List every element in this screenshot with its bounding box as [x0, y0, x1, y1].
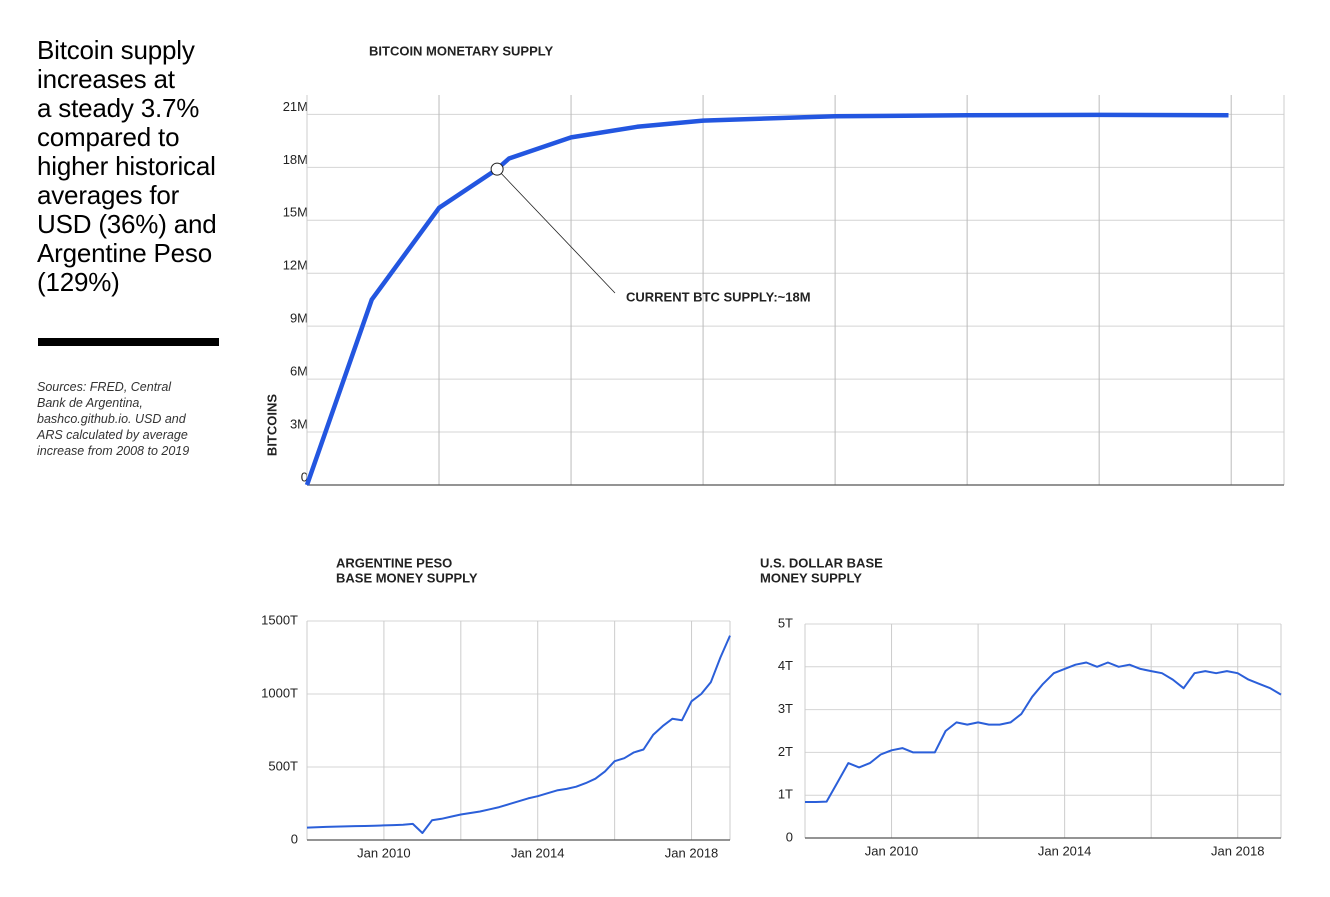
data-line: [306, 635, 731, 834]
x-tick-label: Jan 2010: [357, 845, 411, 860]
data-line: [805, 661, 1282, 803]
source-line: increase from 2008 to 2019: [37, 444, 190, 458]
y-axis-title: BITCOINS: [264, 394, 279, 456]
x-tick-label: Jan 2014: [511, 845, 565, 860]
x-tick-label: Jan 2014: [1038, 843, 1092, 858]
divider: [38, 338, 219, 346]
x-tick-label: Jan 2018: [665, 845, 719, 860]
source-line: ARS calculated by average: [37, 428, 188, 442]
y-tick-label: 0: [786, 829, 793, 844]
y-tick-label: 3T: [778, 701, 793, 716]
y-tick-label: 1000T: [261, 685, 298, 700]
y-tick-label: 1T: [778, 787, 793, 802]
headline-line: Argentine Peso: [37, 238, 212, 268]
y-tick-label: 0: [301, 469, 308, 484]
sources: Sources: FRED, Central Bank de Argentina,…: [37, 379, 189, 459]
headline-line: higher historical: [37, 151, 216, 181]
y-tick-label: 1500T: [261, 612, 298, 627]
headline-line: (129%): [37, 267, 120, 297]
y-tick-label: 2T: [778, 744, 793, 759]
chart-title: MONEY SUPPLY: [760, 570, 862, 585]
y-tick-label: 9M: [290, 311, 308, 326]
headline: Bitcoin supply increases at a steady 3.7% c…: [37, 35, 217, 297]
headline-line: averages for: [37, 180, 180, 210]
chart-title: BITCOIN MONETARY SUPPLY: [369, 43, 554, 58]
chart-title: U.S. DOLLAR BASE: [760, 555, 883, 570]
headline-line: USD (36%) and: [37, 209, 217, 239]
headline-line: compared to: [37, 122, 180, 152]
y-tick-label: 4T: [778, 658, 793, 673]
annotation-leader: [496, 168, 616, 294]
annotation-marker: [490, 162, 504, 176]
y-tick-label: 0: [291, 831, 298, 846]
y-tick-label: 500T: [268, 758, 298, 773]
y-tick-label: 5T: [778, 615, 793, 630]
headline-line: a steady 3.7%: [37, 93, 200, 123]
x-tick-label: Jan 2010: [865, 843, 919, 858]
data-line: [304, 112, 1229, 486]
y-tick-label: 3M: [290, 416, 308, 431]
headline-line: Bitcoin supply: [37, 35, 195, 65]
y-tick-label: 21M: [283, 99, 308, 114]
y-tick-label: 6M: [290, 364, 308, 379]
source-line: Bank de Argentina,: [37, 396, 143, 410]
chart-title: BASE MONEY SUPPLY: [336, 570, 478, 585]
x-tick-label: Jan 2018: [1211, 843, 1265, 858]
headline-line: increases at: [37, 64, 175, 94]
annotation-text: CURRENT BTC SUPPLY:~18M: [626, 289, 811, 304]
chart-title: ARGENTINE PESO: [336, 555, 452, 570]
source-line: Sources: FRED, Central: [37, 380, 172, 394]
source-line: bashco.github.io. USD and: [37, 412, 186, 426]
y-tick-label: 12M: [283, 258, 308, 273]
y-tick-label: 15M: [283, 205, 308, 220]
y-tick-label: 18M: [283, 152, 308, 167]
